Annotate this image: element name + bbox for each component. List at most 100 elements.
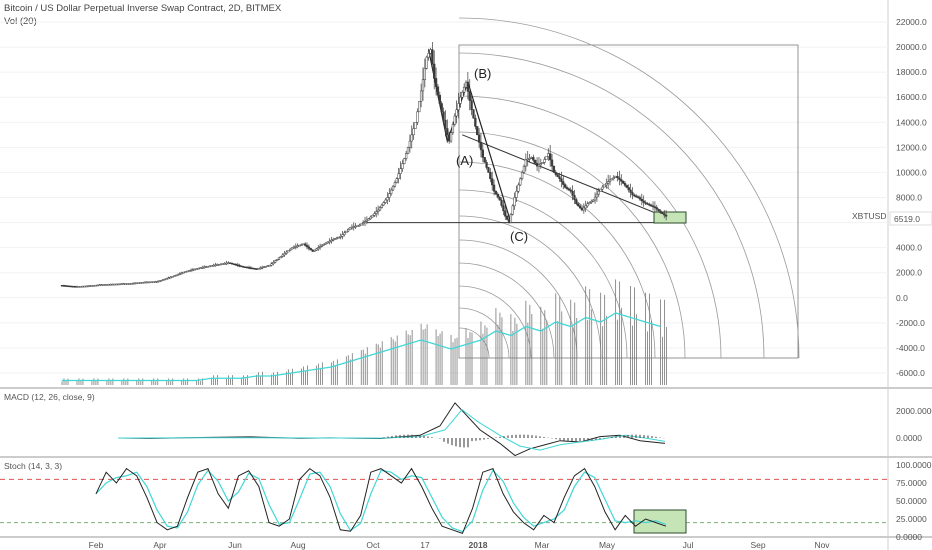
candle bbox=[105, 284, 109, 286]
fib-arc bbox=[458, 307, 510, 359]
candle bbox=[371, 215, 374, 218]
candle bbox=[534, 160, 537, 164]
stoch-k-line bbox=[95, 467, 667, 535]
candle bbox=[403, 158, 406, 164]
wave-label-a: (A) bbox=[456, 153, 473, 168]
candle bbox=[300, 244, 303, 246]
candle bbox=[390, 189, 393, 194]
candle bbox=[169, 276, 172, 279]
candle bbox=[479, 142, 483, 151]
candle bbox=[171, 276, 174, 278]
candle bbox=[552, 165, 556, 173]
candle bbox=[287, 250, 290, 253]
candle bbox=[92, 285, 95, 287]
candle bbox=[560, 178, 563, 182]
candle bbox=[621, 180, 625, 184]
candle bbox=[223, 263, 226, 265]
fib-arc bbox=[458, 215, 602, 359]
candle bbox=[332, 239, 335, 241]
time-tick-label: Jul bbox=[683, 540, 694, 550]
candle bbox=[148, 281, 152, 284]
candle bbox=[433, 63, 436, 79]
candle bbox=[476, 126, 479, 136]
candle bbox=[427, 53, 430, 58]
candle bbox=[266, 265, 269, 267]
candle bbox=[549, 153, 552, 161]
candle bbox=[122, 283, 125, 285]
candle bbox=[547, 153, 550, 157]
candle bbox=[623, 183, 627, 186]
candle bbox=[161, 279, 165, 281]
candle bbox=[472, 109, 475, 119]
candle bbox=[206, 266, 210, 268]
candle bbox=[453, 115, 456, 125]
candle bbox=[204, 266, 208, 268]
candle bbox=[354, 225, 357, 228]
candle bbox=[208, 265, 211, 268]
candle bbox=[378, 207, 382, 211]
candle bbox=[502, 205, 505, 212]
macd-signal-line bbox=[117, 408, 666, 451]
candle bbox=[242, 266, 245, 268]
time-tick-label: Aug bbox=[290, 540, 305, 550]
candle bbox=[103, 284, 107, 286]
candle bbox=[186, 270, 189, 273]
candle bbox=[638, 197, 642, 200]
candle bbox=[249, 267, 253, 269]
candle bbox=[216, 264, 219, 266]
candle bbox=[337, 236, 340, 239]
candle bbox=[292, 246, 296, 249]
candle bbox=[489, 172, 492, 179]
candle bbox=[126, 283, 129, 285]
candle bbox=[70, 285, 73, 288]
price-tick-label: 16000.0 bbox=[896, 92, 927, 102]
candle bbox=[616, 175, 619, 179]
candle bbox=[189, 269, 193, 272]
price-tick-label: 20000.0 bbox=[896, 42, 927, 52]
candle bbox=[227, 262, 230, 264]
candle bbox=[109, 283, 112, 286]
candle bbox=[360, 223, 363, 226]
candle bbox=[610, 178, 614, 181]
candle bbox=[592, 199, 595, 202]
stoch-pane: Stoch (14, 3, 3) 100.0000 75.0000 50.0000 25… bbox=[0, 460, 932, 542]
candle bbox=[283, 253, 286, 256]
candle bbox=[214, 264, 217, 267]
candle bbox=[236, 264, 239, 267]
candle bbox=[393, 182, 397, 187]
candle bbox=[519, 178, 522, 186]
candle bbox=[580, 207, 584, 211]
time-tick-label: Nov bbox=[814, 540, 830, 550]
candle bbox=[528, 157, 531, 160]
candle bbox=[100, 284, 103, 286]
candle bbox=[401, 163, 404, 169]
candle bbox=[416, 111, 419, 123]
candle bbox=[421, 79, 425, 92]
candle bbox=[199, 267, 202, 269]
candle bbox=[328, 240, 331, 243]
candle bbox=[664, 214, 668, 217]
price-tick-label: 10000.0 bbox=[896, 167, 927, 177]
candle bbox=[347, 229, 350, 232]
candle bbox=[457, 103, 460, 110]
volume-bars bbox=[61, 279, 667, 385]
candle bbox=[586, 203, 589, 207]
candle bbox=[184, 271, 187, 273]
candle bbox=[474, 117, 477, 127]
candle bbox=[173, 275, 176, 278]
candle bbox=[650, 204, 653, 207]
chart-title: Bitcoin / US Dollar Perpetual Inverse Sw… bbox=[4, 3, 282, 14]
candle bbox=[101, 284, 105, 286]
candle bbox=[382, 202, 385, 206]
candle bbox=[133, 282, 137, 285]
candle bbox=[73, 286, 77, 288]
candle bbox=[608, 179, 612, 182]
candle bbox=[315, 248, 318, 251]
candle bbox=[545, 156, 548, 160]
candle bbox=[558, 176, 561, 179]
candle bbox=[466, 81, 470, 92]
candle bbox=[477, 134, 481, 143]
candle bbox=[590, 201, 593, 203]
candle bbox=[593, 196, 597, 201]
